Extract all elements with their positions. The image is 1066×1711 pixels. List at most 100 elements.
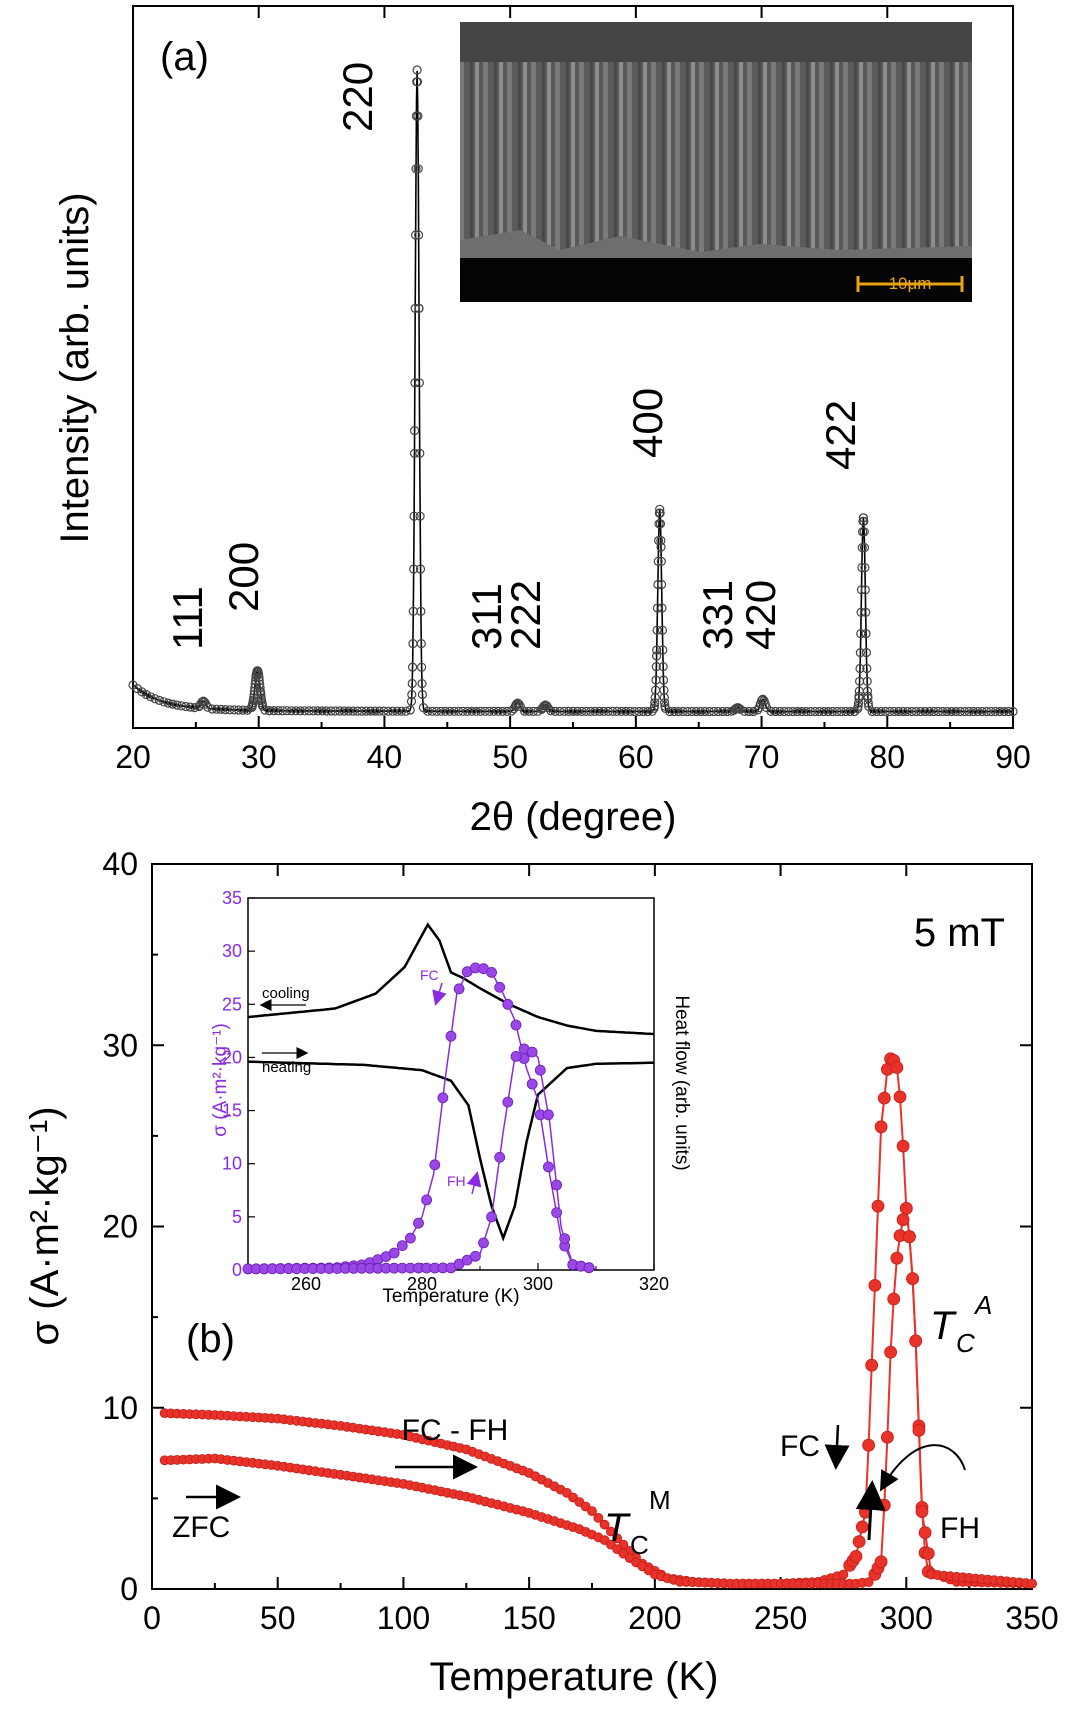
- panel-b-y-tick-labels: 0 10 20 30 40: [102, 846, 138, 1607]
- inset-fh-point: [534, 1064, 546, 1076]
- inset-fc-point: [494, 981, 506, 993]
- xrd-data-point: [528, 706, 539, 717]
- xrd-data-point: [410, 426, 420, 436]
- xrd-data-point: [658, 645, 668, 655]
- xrd-data-point: [709, 706, 719, 717]
- data-point-fc-fh: [871, 1199, 885, 1213]
- inset-y-tick-label: 35: [222, 888, 242, 908]
- xrd-data-point: [467, 706, 477, 716]
- inset-fc-markers: [242, 962, 595, 1275]
- xrd-data-point: [862, 663, 872, 674]
- data-point-zfc: [890, 1251, 904, 1265]
- xrd-data-point: [704, 706, 715, 717]
- data-point-zfc: [874, 1555, 888, 1569]
- xrd-data-point: [647, 706, 657, 716]
- xrd-data-point: [563, 706, 574, 717]
- data-point-fc-fh: [593, 1513, 604, 1523]
- xrd-data-point: [775, 706, 785, 717]
- xrd-data-point: [653, 535, 664, 546]
- data-point-zfc: [909, 1334, 923, 1348]
- inset-ticks: [247, 897, 655, 1271]
- xrd-data-point: [893, 706, 904, 717]
- xrd-data-point: [339, 706, 349, 716]
- panel-a-y-axis-title: Intensity (arb. units): [53, 192, 97, 543]
- data-point-fc-fh: [852, 1535, 866, 1548]
- xrd-data-point: [352, 706, 362, 716]
- xrd-data-point: [616, 706, 627, 717]
- inset-x-axis-title: Temperature (K): [382, 1286, 519, 1307]
- xrd-data-point: [973, 706, 983, 717]
- xrd-data-point: [427, 706, 437, 716]
- xrd-data-point: [411, 230, 421, 240]
- xrd-data-point: [407, 678, 417, 689]
- xrd-data-point: [650, 698, 660, 708]
- fh-label-main: FH: [940, 1512, 980, 1545]
- xrd-data-point: [540, 700, 550, 710]
- panel-a-x-tick-labels: 20 30 40 50 60 70 80 90: [115, 739, 1031, 775]
- xrd-data-point: [995, 706, 1005, 717]
- xrd-data-point: [278, 706, 288, 716]
- inset-fc-point: [543, 1161, 554, 1173]
- xrd-data-point: [225, 705, 235, 715]
- xrd-data-point: [396, 706, 406, 716]
- xrd-data-point: [269, 705, 279, 716]
- xrd-data-point: [392, 706, 402, 716]
- inset-fc-point: [453, 983, 465, 995]
- peak-label-311: 311: [463, 583, 510, 650]
- xrd-data-point: [185, 702, 195, 712]
- xrd-data-point: [653, 579, 663, 590]
- data-point-zfc: [903, 1230, 916, 1244]
- xrd-data-point: [753, 705, 763, 715]
- xrd-data-point: [660, 701, 670, 711]
- xrd-data-point: [801, 706, 811, 717]
- xrd-data-point: [862, 676, 872, 686]
- inset-frame: [247, 897, 655, 1271]
- xrd-data-point: [282, 706, 292, 716]
- data-point-zfc: [881, 1430, 894, 1444]
- data-point-fc-fh: [874, 1120, 888, 1134]
- panel-b-frame: [151, 863, 1033, 1590]
- xrd-data-point: [417, 689, 427, 700]
- xrd-data-point: [805, 706, 816, 717]
- xrd-data-point: [792, 706, 803, 717]
- xrd-data-point: [655, 508, 665, 518]
- xrd-data-point: [414, 230, 424, 240]
- inset-y-axis-title-left: σ (A·m²·kg⁻¹): [210, 1023, 231, 1137]
- xrd-data-point: [172, 700, 182, 710]
- xrd-data-point: [348, 706, 358, 716]
- peak-label-220: 220: [334, 62, 381, 132]
- xrd-data-point: [445, 706, 455, 716]
- b-x-tick-label: 150: [502, 1600, 555, 1636]
- xrd-data-point: [543, 702, 553, 713]
- xrd-data-point: [651, 661, 661, 672]
- xrd-data-point: [415, 511, 425, 521]
- inset-y-tick-label: 5: [232, 1207, 242, 1227]
- xrd-data-point: [255, 683, 265, 693]
- xrd-data-point: [414, 303, 424, 313]
- xrd-data-point: [212, 704, 222, 714]
- xrd-data-point: [414, 378, 424, 388]
- xrd-data-point: [568, 706, 578, 717]
- xrd-data-point: [254, 675, 264, 686]
- peak-label-422: 422: [817, 400, 864, 470]
- series-zfc-markers: [159, 1202, 1037, 1589]
- data-point-fc-fh: [838, 1569, 849, 1580]
- xrd-data-point: [655, 504, 665, 514]
- xrd-data-point: [735, 704, 745, 714]
- xrd-data-point: [859, 527, 869, 537]
- xrd-data-point: [417, 678, 427, 689]
- xrd-data-point: [550, 706, 561, 717]
- inset-cooling-label: cooling: [262, 985, 310, 1002]
- xrd-data-point: [678, 706, 688, 717]
- xrd-pattern-markers: [128, 65, 1018, 717]
- a-x-tick-label: 60: [618, 739, 654, 775]
- a-x-tick-label: 50: [492, 739, 528, 775]
- xrd-data-point: [695, 706, 706, 717]
- inset-y-tick-label: 0: [232, 1260, 242, 1280]
- xrd-data-point: [159, 697, 169, 707]
- zfc-label: ZFC: [172, 1511, 230, 1544]
- xrd-data-point: [853, 698, 864, 708]
- panel-b-ticks: [151, 863, 1033, 1590]
- xrd-data-point: [855, 663, 865, 674]
